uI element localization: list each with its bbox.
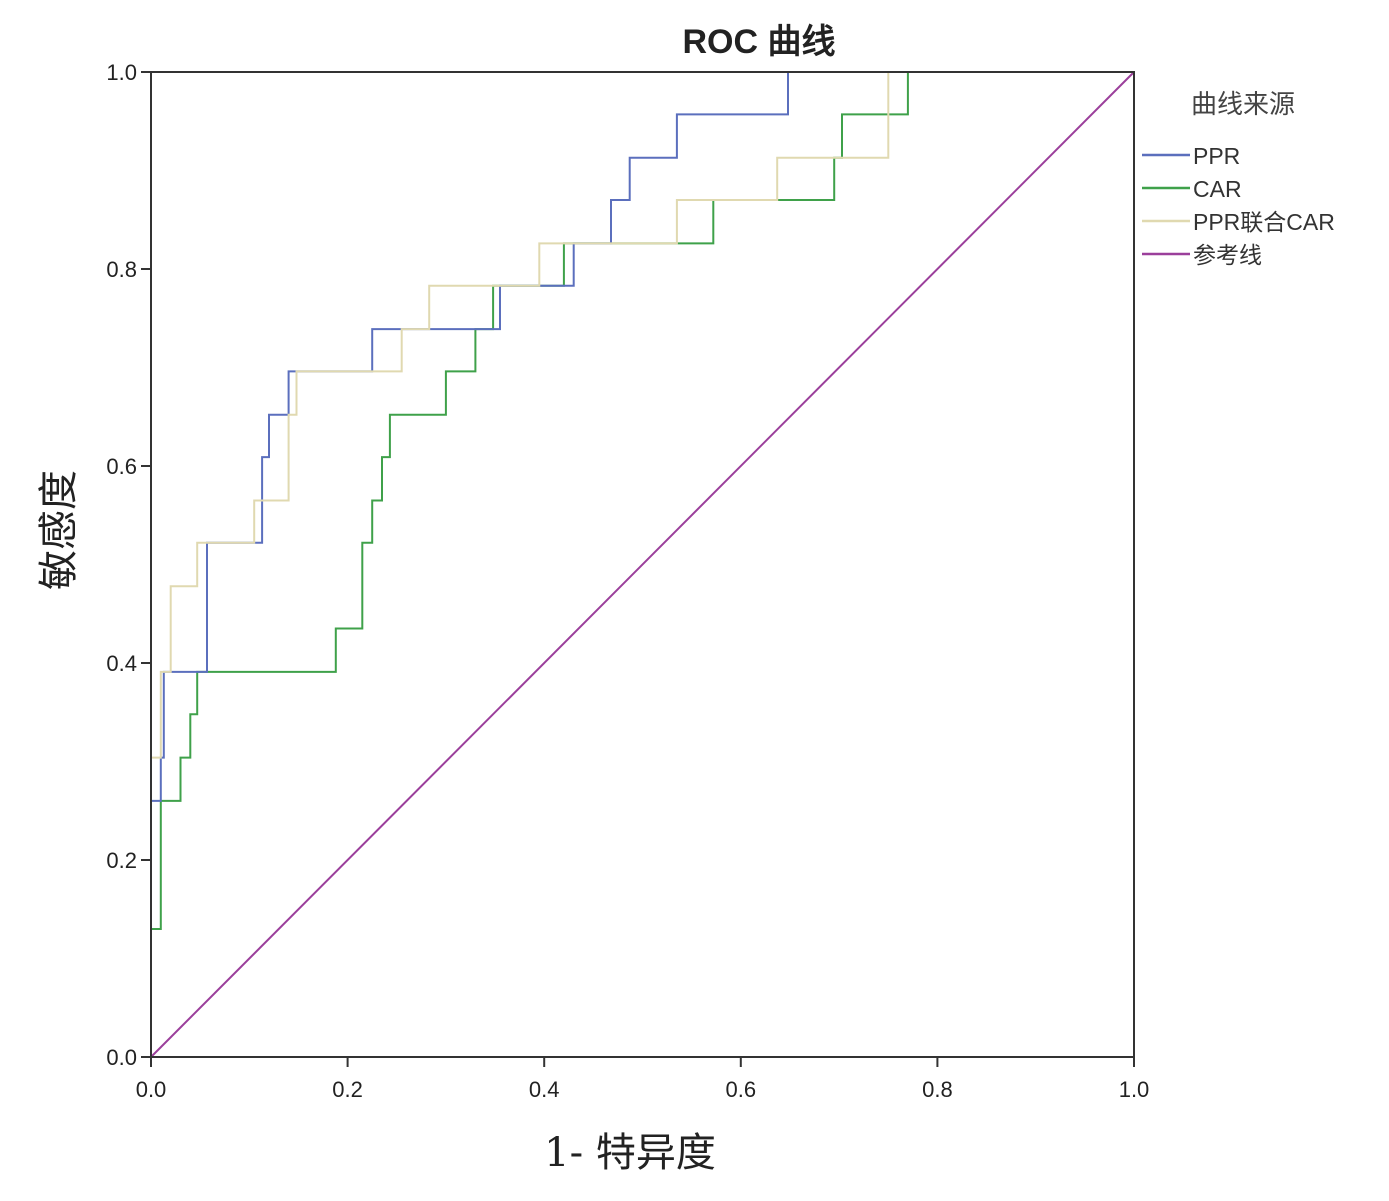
x-axis-label: 1- 特异度 (544, 1130, 716, 1176)
y-tick-label: 0.0 (106, 1045, 137, 1070)
legend-label: 参考线 (1193, 242, 1262, 268)
legend-label: PPR (1193, 143, 1240, 169)
y-axis-label: 敏感度 (36, 470, 82, 590)
series-line-2 (150, 71, 1134, 1057)
series-line-3 (150, 71, 1135, 1058)
y-tick-label: 0.6 (106, 454, 137, 479)
x-tick-label: 0.6 (726, 1077, 757, 1102)
x-tick-label: 0.4 (529, 1077, 560, 1102)
y-axis-ticks: 0.0 0.2 0.4 0.6 0.8 1.0 (106, 60, 151, 1070)
series-layer (150, 71, 1135, 1058)
legend: 曲线来源 PPR CAR PPR联合CAR 参考线 (1142, 90, 1335, 268)
legend-label: CAR (1193, 176, 1242, 202)
x-tick-label: 1.0 (1119, 1077, 1150, 1102)
y-tick-label: 0.8 (106, 257, 137, 282)
plot-frame (150, 71, 1135, 1058)
series-line-1 (150, 71, 1134, 1057)
y-tick-label: 1.0 (106, 60, 137, 85)
x-tick-label: 0.0 (136, 1077, 167, 1102)
x-tick-label: 0.8 (922, 1077, 953, 1102)
legend-title: 曲线来源 (1191, 90, 1295, 120)
y-tick-label: 0.4 (106, 651, 137, 676)
legend-label: PPR联合CAR (1193, 209, 1335, 235)
y-tick-label: 0.2 (106, 848, 137, 873)
legend-items: PPR CAR PPR联合CAR 参考线 (1142, 143, 1335, 268)
chart-title: ROC 曲线 (683, 23, 836, 61)
x-tick-label: 0.2 (332, 1077, 363, 1102)
x-axis-ticks: 0.0 0.2 0.4 0.6 0.8 1.0 (136, 1057, 1150, 1102)
